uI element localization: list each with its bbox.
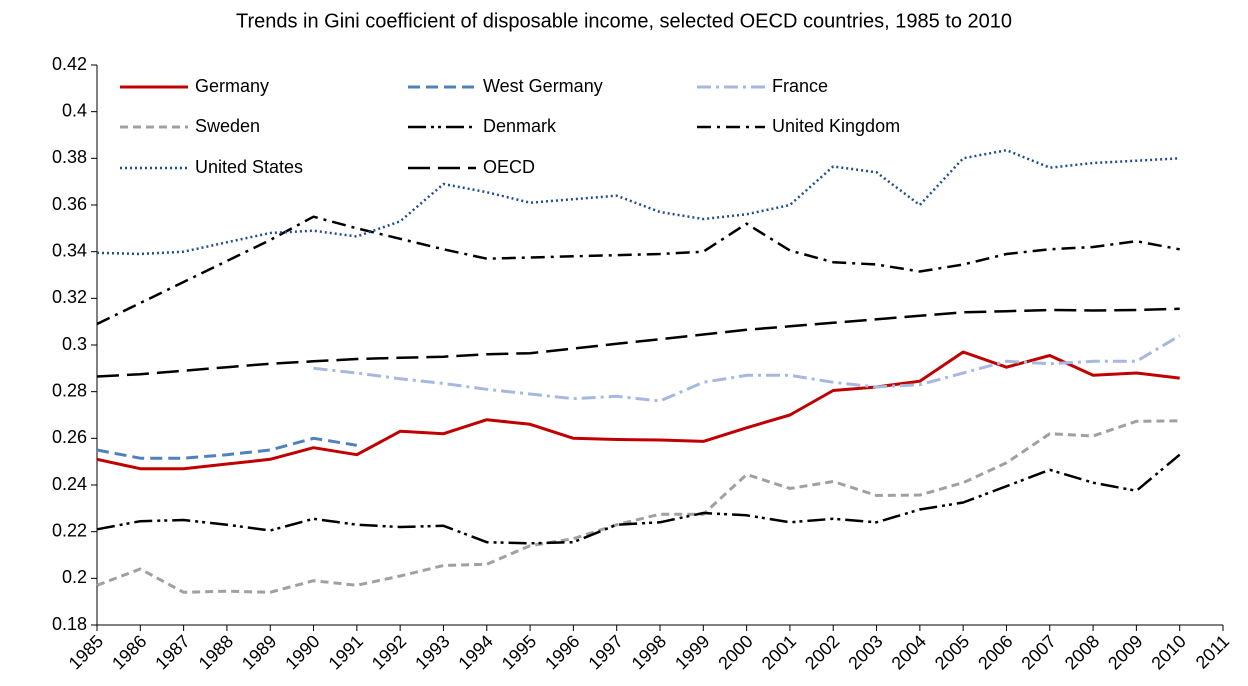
y-tick-label: 0.38 xyxy=(52,147,87,167)
x-tick-label: 2004 xyxy=(888,631,930,673)
x-tick-label: 1997 xyxy=(584,631,626,673)
y-tick-label: 0.42 xyxy=(52,54,87,74)
x-tick-label: 1992 xyxy=(368,631,410,673)
x-tick-label: 2007 xyxy=(1017,631,1059,673)
x-tick-label: 2009 xyxy=(1104,631,1146,673)
legend-label: OECD xyxy=(483,157,535,177)
x-tick-label: 1986 xyxy=(108,631,150,673)
x-tick-label: 2011 xyxy=(1192,631,1234,673)
x-tick-label: 2010 xyxy=(1147,631,1189,673)
y-tick-label: 0.36 xyxy=(52,194,87,214)
series-line xyxy=(96,419,1180,594)
series-line xyxy=(96,307,1180,378)
x-tick-label: 1985 xyxy=(65,631,107,673)
y-tick-label: 0.3 xyxy=(62,334,87,354)
y-tick-label: 0.4 xyxy=(62,100,87,120)
legend-item: Denmark xyxy=(408,116,557,136)
x-tick-label: 1990 xyxy=(281,631,323,673)
y-tick-label: 0.2 xyxy=(62,567,87,587)
x-tick-label: 1999 xyxy=(671,631,713,673)
x-tick-label: 1996 xyxy=(541,631,583,673)
legend-label: France xyxy=(772,76,828,96)
x-tick-label: 2000 xyxy=(714,631,756,673)
legend-label: Denmark xyxy=(483,116,557,136)
x-tick-label: 2002 xyxy=(801,631,843,673)
x-tick-label: 2001 xyxy=(758,631,800,673)
y-tick-label: 0.28 xyxy=(52,380,87,400)
legend-item: United Kingdom xyxy=(697,116,900,136)
x-tick-label: 2003 xyxy=(844,631,886,673)
series-line xyxy=(96,453,1181,545)
y-tick-label: 0.22 xyxy=(52,520,87,540)
series-line xyxy=(313,334,1181,403)
legend-item: United States xyxy=(120,157,303,177)
legend-item: West Germany xyxy=(408,76,603,96)
x-tick-label: 1994 xyxy=(454,631,496,673)
legend-label: United States xyxy=(195,157,303,177)
x-tick-label: 1998 xyxy=(628,631,670,673)
legend-item: Germany xyxy=(120,76,269,96)
x-tick-label: 1988 xyxy=(195,631,237,673)
x-tick-label: 1991 xyxy=(325,631,367,673)
legend-label: United Kingdom xyxy=(772,116,900,136)
legend-item: France xyxy=(697,76,828,96)
y-tick-label: 0.32 xyxy=(52,287,87,307)
legend-item: OECD xyxy=(408,157,535,177)
y-tick-label: 0.18 xyxy=(52,614,87,634)
legend-label: West Germany xyxy=(483,76,603,96)
x-tick-label: 2005 xyxy=(931,631,973,673)
x-tick-label: 2008 xyxy=(1061,631,1103,673)
series-line xyxy=(96,148,1180,256)
legend-label: Germany xyxy=(195,76,269,96)
legend-item: Sweden xyxy=(120,116,260,136)
chart-title: Trends in Gini coefficient of disposable… xyxy=(236,10,1012,32)
y-tick-label: 0.24 xyxy=(52,474,87,494)
series-line xyxy=(96,436,358,460)
y-tick-label: 0.34 xyxy=(52,240,87,260)
x-tick-label: 2006 xyxy=(974,631,1016,673)
series-line xyxy=(96,215,1180,326)
x-tick-label: 1995 xyxy=(498,631,540,673)
y-tick-label: 0.26 xyxy=(52,427,87,447)
x-tick-label: 1987 xyxy=(151,631,193,673)
legend-label: Sweden xyxy=(195,116,260,136)
x-tick-label: 1989 xyxy=(238,631,280,673)
x-tick-label: 1993 xyxy=(411,631,453,673)
